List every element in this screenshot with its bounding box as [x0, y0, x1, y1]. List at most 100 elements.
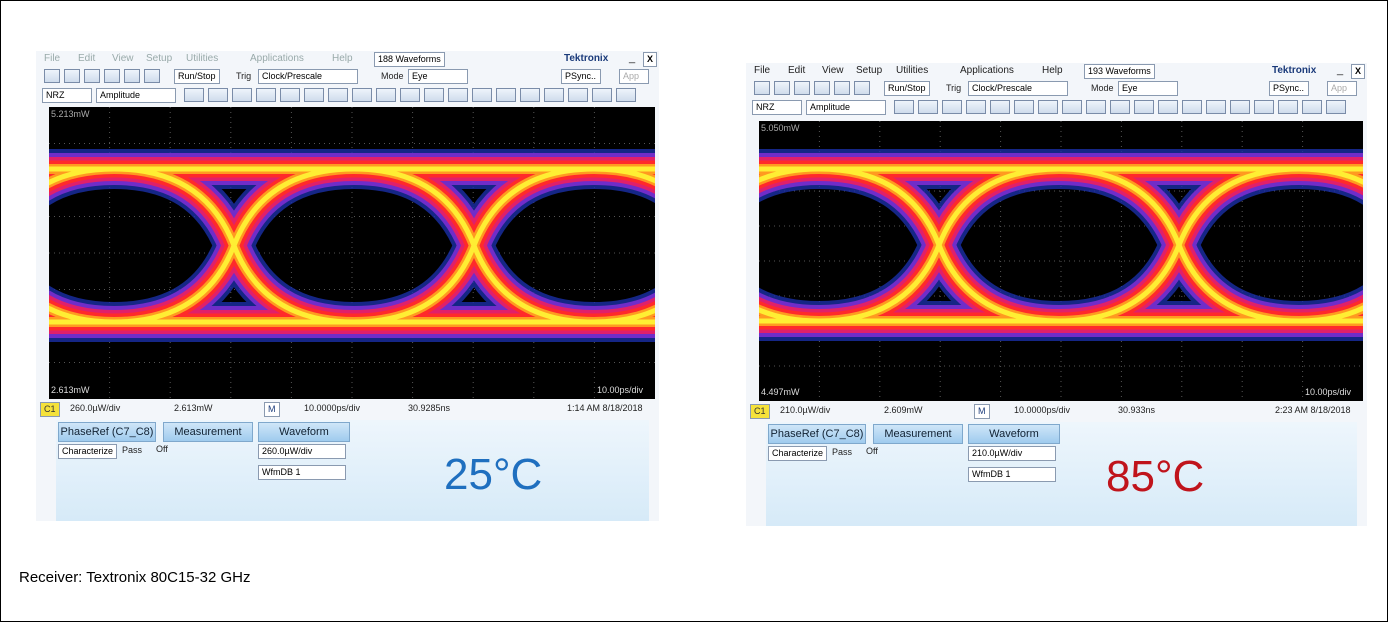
toolbar-icon[interactable] — [1206, 100, 1226, 114]
minimize-button[interactable]: _ — [629, 52, 635, 64]
close-button[interactable]: X — [1351, 64, 1365, 79]
toolbar-icon[interactable] — [328, 88, 348, 102]
toolbar-icon[interactable] — [400, 88, 420, 102]
toolbar-icon[interactable] — [774, 81, 790, 95]
menu-item[interactable]: Applications — [960, 65, 1014, 76]
toolbar-icon[interactable] — [1158, 100, 1178, 114]
waveform-item[interactable]: WfmDB 1 — [968, 467, 1056, 482]
menu-item[interactable]: Utilities — [186, 53, 218, 64]
psync-button[interactable]: PSync.. — [561, 69, 601, 84]
toolbar-icon[interactable] — [352, 88, 372, 102]
toolbar-icon[interactable] — [1254, 100, 1274, 114]
tab[interactable]: Measurement — [163, 422, 253, 442]
mode-select[interactable]: Eye — [408, 69, 468, 84]
toolbar-icon[interactable] — [208, 88, 228, 102]
toolbar-icon[interactable] — [280, 88, 300, 102]
trig-source-select[interactable]: Clock/Prescale — [968, 81, 1068, 96]
tab[interactable]: PhaseRef (C7_C8) — [58, 422, 156, 442]
tab[interactable]: Waveform — [258, 422, 350, 442]
menu-item[interactable]: Edit — [788, 65, 805, 76]
psync-button[interactable]: PSync.. — [1269, 81, 1309, 96]
toolbar-icon[interactable] — [1062, 100, 1082, 114]
tab[interactable]: Waveform — [968, 424, 1060, 444]
toolbar-icon[interactable] — [376, 88, 396, 102]
run-stop-button[interactable]: Run/Stop — [884, 81, 930, 96]
close-button[interactable]: X — [643, 52, 657, 67]
run-stop-button[interactable]: Run/Stop — [174, 69, 220, 84]
eye-diagram — [49, 107, 655, 399]
menu-item[interactable]: Setup — [856, 65, 882, 76]
tab[interactable]: Measurement — [873, 424, 963, 444]
toolbar-icon[interactable] — [232, 88, 252, 102]
toolbar-icon[interactable] — [184, 88, 204, 102]
app-button[interactable]: App — [619, 69, 649, 84]
toolbar-icon[interactable] — [592, 88, 612, 102]
tab[interactable]: PhaseRef (C7_C8) — [768, 424, 866, 444]
app-button[interactable]: App — [1327, 81, 1357, 96]
main-badge[interactable]: M — [264, 402, 280, 417]
waveform-item[interactable]: WfmDB 1 — [258, 465, 346, 480]
toolbar-icon[interactable] — [1134, 100, 1154, 114]
eye-trace — [49, 169, 655, 322]
toolbar-icon[interactable] — [256, 88, 276, 102]
toolbar-icon[interactable] — [616, 88, 636, 102]
channel-badge[interactable]: C1 — [40, 402, 60, 417]
toolbar-icon[interactable] — [44, 69, 60, 83]
waveform-item[interactable]: 210.0µW/div — [968, 446, 1056, 461]
toolbar-icon[interactable] — [1038, 100, 1058, 114]
toolbar-icon[interactable] — [1302, 100, 1322, 114]
toolbar-icon[interactable] — [894, 100, 914, 114]
toolbar-icon[interactable] — [472, 88, 492, 102]
toolbar-icon[interactable] — [1182, 100, 1202, 114]
toolbar-icon[interactable] — [124, 69, 140, 83]
caption: Receiver: Textronix 80C15-32 GHz — [19, 569, 251, 586]
toolbar-icon[interactable] — [834, 81, 850, 95]
main-badge[interactable]: M — [974, 404, 990, 419]
toolbar-icon[interactable] — [1278, 100, 1298, 114]
toolbar-icon[interactable] — [918, 100, 938, 114]
mode-select[interactable]: Eye — [1118, 81, 1178, 96]
toolbar-icon[interactable] — [794, 81, 810, 95]
toolbar-icon[interactable] — [754, 81, 770, 95]
toolbar-icon[interactable] — [520, 88, 540, 102]
waveform-item[interactable]: 260.0µW/div — [258, 444, 346, 459]
menu-item[interactable]: View — [822, 65, 844, 76]
toolbar-icon[interactable] — [64, 69, 80, 83]
channel-badge[interactable]: C1 — [750, 404, 770, 419]
toolbar-icon[interactable] — [1014, 100, 1034, 114]
menu-item[interactable]: Edit — [78, 53, 95, 64]
format-select[interactable]: NRZ — [42, 88, 92, 103]
scale-type-select[interactable]: Amplitude — [806, 100, 886, 115]
toolbar-icon[interactable] — [1326, 100, 1346, 114]
menu-item[interactable]: Setup — [146, 53, 172, 64]
format-select[interactable]: NRZ — [752, 100, 802, 115]
menu-item[interactable]: View — [112, 53, 134, 64]
toolbar-icon[interactable] — [1086, 100, 1106, 114]
toolbar-icon[interactable] — [990, 100, 1010, 114]
menu-item[interactable]: Help — [1042, 65, 1063, 76]
scale-type-select[interactable]: Amplitude — [96, 88, 176, 103]
toolbar-icon[interactable] — [814, 81, 830, 95]
toolbar-icon[interactable] — [544, 88, 564, 102]
menu-item[interactable]: Applications — [250, 53, 304, 64]
minimize-button[interactable]: _ — [1337, 64, 1343, 76]
toolbar-icon[interactable] — [942, 100, 962, 114]
toolbar-icon[interactable] — [104, 69, 120, 83]
toolbar-icon[interactable] — [568, 88, 588, 102]
toolbar-icon[interactable] — [448, 88, 468, 102]
toolbar-icon[interactable] — [496, 88, 516, 102]
toolbar-icon[interactable] — [966, 100, 986, 114]
toolbar-icon[interactable] — [424, 88, 444, 102]
toolbar-icon[interactable] — [84, 69, 100, 83]
menu-item[interactable]: File — [754, 65, 770, 76]
menu-item[interactable]: File — [44, 53, 60, 64]
menu-item[interactable]: Utilities — [896, 65, 928, 76]
menu-item[interactable]: Help — [332, 53, 353, 64]
trig-source-select[interactable]: Clock/Prescale — [258, 69, 358, 84]
toolbar-icon[interactable] — [304, 88, 324, 102]
toolbar-icon[interactable] — [1110, 100, 1130, 114]
toolbar-icon[interactable] — [854, 81, 870, 95]
toolbar-icon[interactable] — [144, 69, 160, 83]
toolbar-icon[interactable] — [1230, 100, 1250, 114]
